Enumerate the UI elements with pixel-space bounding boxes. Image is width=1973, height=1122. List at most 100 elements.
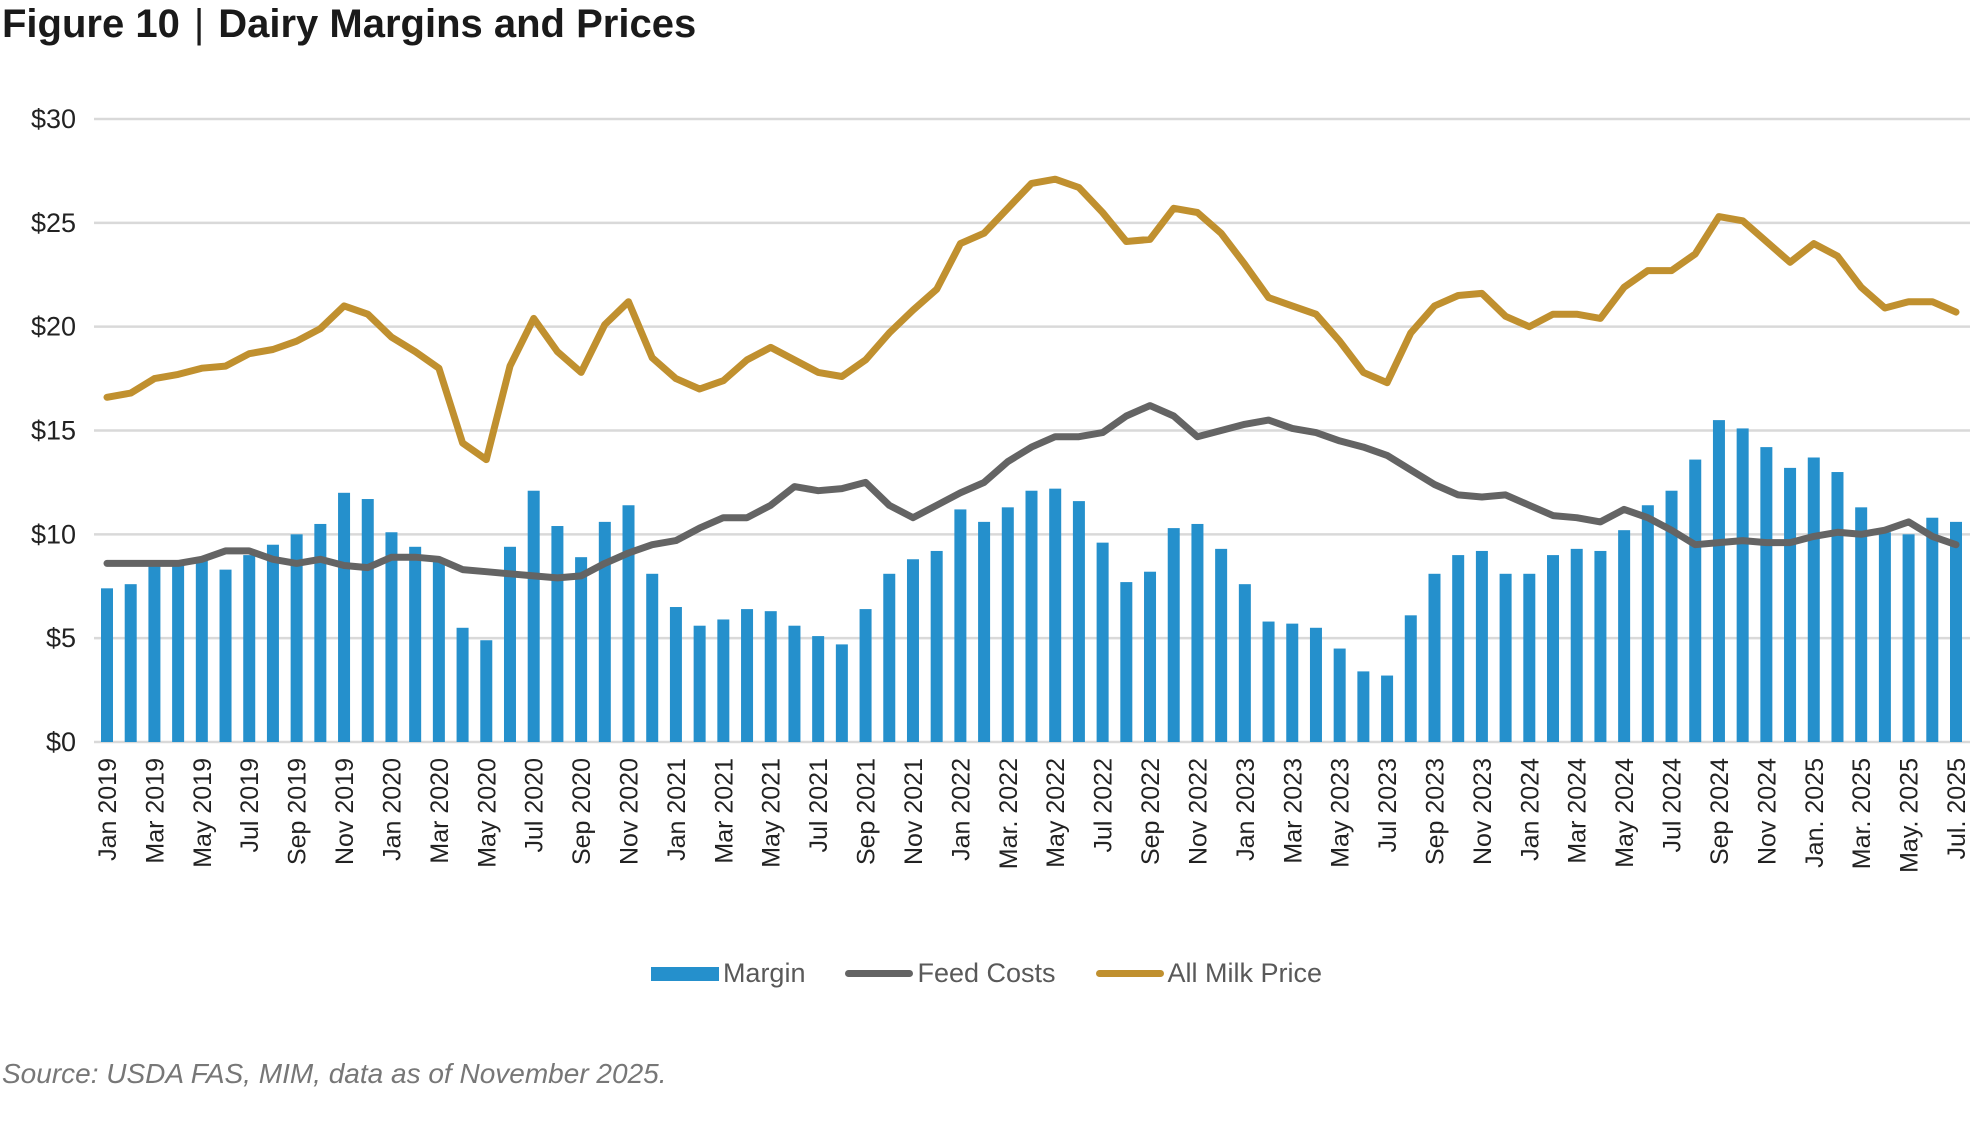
x-axis-ticks: Jan 2019 Mar 2019 May 2019 Jul 2019 Sep 2019… (94, 758, 1971, 873)
x-tick-label: Jul 2019 (236, 758, 264, 853)
x-tick-label: Nov 2023 (1469, 758, 1497, 865)
margin-bar (1001, 507, 1014, 742)
margin-bar (503, 546, 516, 742)
chart-plot: $0 $5 $10 $15 $20 $25 $30 Jan 2019 Mar 2019 May … (31, 104, 1971, 873)
margin-bar (1049, 488, 1062, 742)
margin-bar (385, 532, 398, 742)
margin-bar (930, 550, 943, 742)
x-tick-label: Sep 2020 (568, 758, 596, 865)
x-tick-label: Jul 2022 (1090, 758, 1118, 853)
y-tick-label: $25 (31, 208, 76, 238)
margin-bar (361, 499, 374, 742)
margin-bar (1902, 534, 1915, 742)
margin-bar (1547, 555, 1560, 742)
feed-costs-line (103, 402, 1960, 582)
margin-bar (693, 625, 706, 742)
margin-bar (124, 584, 137, 742)
margin-bar (1120, 582, 1133, 742)
margin-bar (1784, 467, 1797, 742)
x-tick-label: Jul 2023 (1374, 758, 1402, 853)
margin-bar (1712, 420, 1725, 742)
margin-bar (1926, 517, 1939, 742)
margin-bar (1523, 573, 1536, 742)
margin-bar (1167, 528, 1180, 742)
margin-bar (1404, 615, 1417, 742)
margin-bar (1950, 521, 1962, 742)
margin-bar (527, 490, 540, 742)
margin-bar (1144, 571, 1157, 742)
margin-bar (1452, 555, 1465, 742)
x-tick-label: Jan 2023 (1232, 758, 1260, 861)
x-tick-label: May 2024 (1611, 758, 1639, 868)
x-tick-label: Mar 2020 (426, 758, 454, 864)
margin-bar (1215, 548, 1228, 742)
margin-bar (669, 607, 682, 742)
margin-bar (409, 546, 422, 742)
x-tick-label: May 2019 (189, 758, 217, 868)
all-milk-price-line (103, 175, 1960, 464)
title-separator: | (193, 2, 205, 46)
x-tick-label: Nov 2021 (900, 758, 928, 865)
margin-bar (1594, 550, 1607, 742)
margin-bar (812, 636, 825, 742)
x-tick-label: Jan. 2025 (1801, 758, 1829, 868)
legend-label: All Milk Price (1167, 958, 1323, 988)
margin-bar (195, 559, 208, 742)
margin-bar (338, 492, 351, 742)
margin-bar (1618, 530, 1631, 742)
margin-bar (859, 609, 872, 742)
margin-bar (1641, 505, 1654, 742)
feed-costs-swatch (845, 970, 914, 977)
x-tick-label: Sep 2024 (1706, 758, 1734, 865)
margin-bar (1855, 507, 1868, 742)
margin-bar (432, 561, 445, 742)
margin-bar (314, 523, 327, 742)
y-tick-label: $10 (31, 519, 76, 549)
x-tick-label: Jan 2022 (947, 758, 975, 861)
margin-bar (480, 640, 493, 742)
margin-bar (1025, 490, 1038, 742)
margin-bar (954, 509, 967, 742)
all-milk-price-swatch (1095, 970, 1164, 977)
margin-bar (1238, 584, 1251, 742)
margin-bar (1689, 459, 1702, 742)
x-tick-label: May 2020 (473, 758, 501, 868)
margin-bar (1736, 428, 1749, 742)
margin-bar (1357, 671, 1370, 742)
x-tick-label: Mar 2019 (141, 758, 169, 864)
x-tick-label: Jan 2019 (94, 758, 122, 861)
x-tick-label: Jul 2024 (1659, 758, 1687, 853)
margin-bar (622, 505, 635, 742)
margin-bar (978, 521, 991, 742)
y-tick-label: $5 (46, 623, 76, 653)
x-tick-label: Sep 2019 (284, 758, 312, 865)
x-tick-label: Sep 2021 (853, 758, 881, 865)
margin-bar (1499, 573, 1512, 742)
margin-bar (717, 619, 730, 742)
margin-bar (906, 559, 919, 742)
margin-bar (148, 565, 161, 742)
margin-bar (883, 573, 896, 742)
margin-bar (172, 565, 185, 742)
title-text: Dairy Margins and Prices (218, 2, 697, 46)
margin-bar (741, 609, 754, 742)
margin-bar (1570, 548, 1583, 742)
x-tick-label: Jul 2020 (521, 758, 549, 853)
margin-bar (266, 544, 279, 742)
margin-bar (456, 627, 469, 742)
x-tick-label: Jan 2020 (378, 758, 406, 861)
margin-bar (101, 588, 113, 742)
margin-bar (764, 611, 777, 742)
margin-bar (1665, 490, 1678, 742)
margin-bar (1381, 675, 1394, 742)
legend-item-feed-costs: Feed Costs (845, 958, 1056, 989)
margin-bar (788, 625, 801, 742)
y-tick-label: $20 (31, 312, 76, 342)
margin-bar (1286, 623, 1299, 742)
chart-title: Figure 10 | Dairy Margins and Prices (2, 2, 696, 47)
x-tick-label: Jan 2024 (1516, 758, 1544, 861)
y-tick-label: $0 (46, 727, 76, 757)
x-tick-label: Mar 2024 (1564, 758, 1592, 864)
margin-bar (1831, 472, 1844, 742)
figure-number: Figure 10 (2, 2, 180, 46)
